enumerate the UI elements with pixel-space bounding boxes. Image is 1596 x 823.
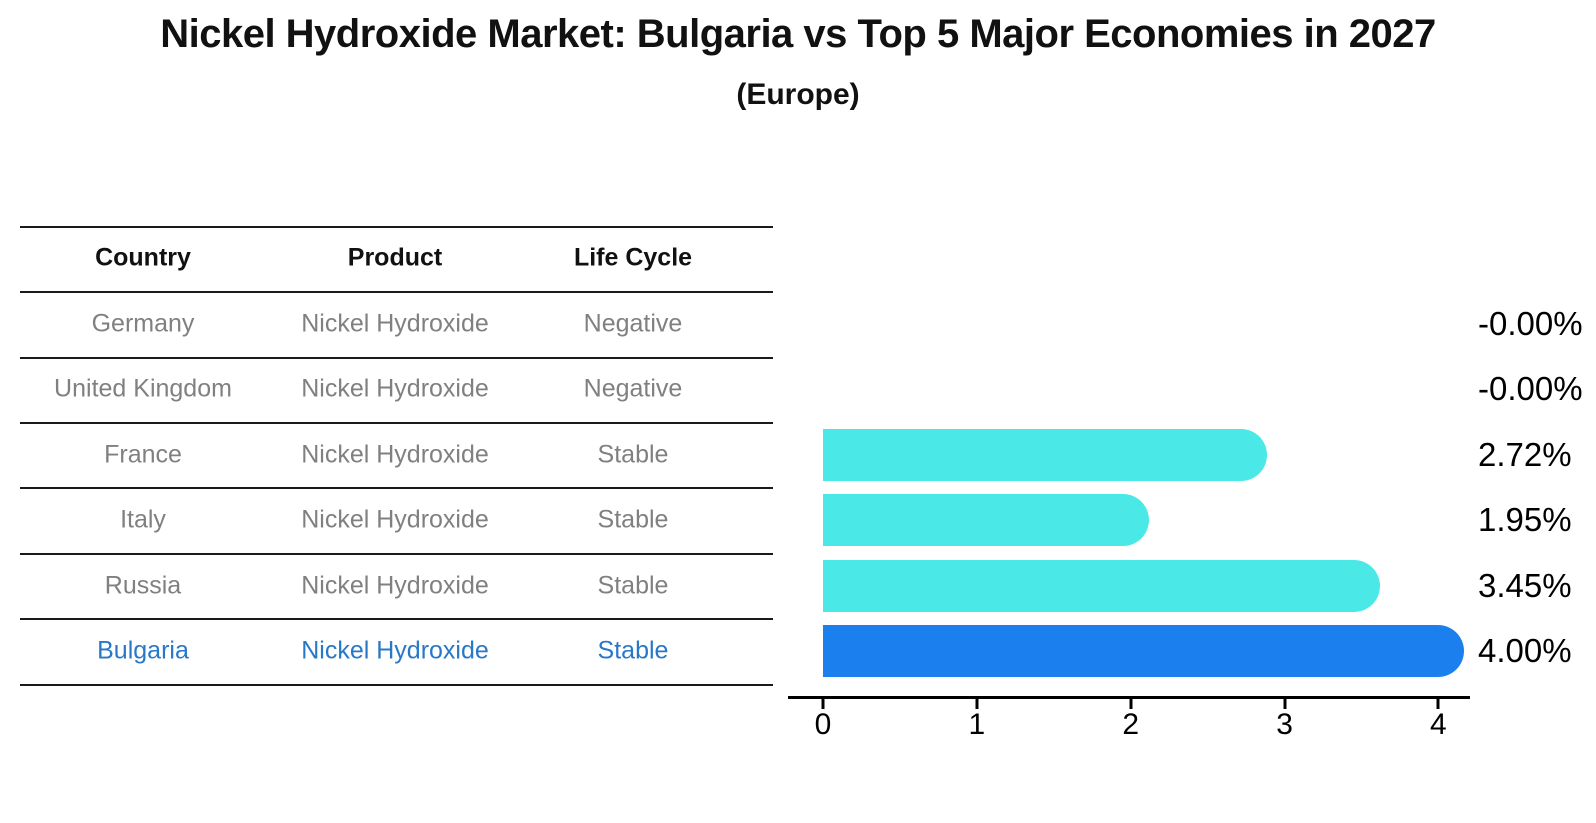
product-cell: Nickel Hydroxide: [301, 636, 489, 665]
table-separator-line: [20, 618, 773, 621]
x-tick-mark: [821, 699, 825, 709]
value-label: -0.00%: [1478, 305, 1583, 342]
value-label: -0.00%: [1478, 370, 1583, 408]
x-tick-label: 3: [1276, 708, 1293, 741]
country-cell: Russia: [104, 571, 182, 600]
x-tick-label: 1: [968, 708, 986, 741]
country-cell: Italy: [120, 505, 166, 534]
country-cell: Bulgaria: [97, 636, 189, 665]
life-cycle-cell: Negative: [583, 309, 683, 338]
life-cycle-cell: Stable: [597, 636, 669, 665]
value-label: 1.95%: [1478, 501, 1572, 539]
bar-highlighted: [823, 625, 1465, 677]
table-header-cell: Product: [347, 243, 443, 272]
value-label: 3.45%: [1478, 566, 1572, 604]
x-tick-mark: [1283, 699, 1287, 709]
life-cycle-cell: Negative: [583, 374, 683, 403]
x-tick-label: 2: [1122, 708, 1140, 741]
table-separator-line: [20, 552, 773, 555]
life-cycle-cell: Stable: [597, 571, 669, 600]
table-separator-line: [20, 487, 773, 490]
chart-title: Nickel Hydroxide Market: Bulgaria vs Top…: [160, 12, 1436, 56]
chart-subtitle: (Europe): [736, 78, 860, 111]
table-separator-line: [20, 356, 773, 359]
value-label: 4.00%: [1478, 632, 1572, 669]
x-tick-mark: [1436, 699, 1440, 709]
table-separator-line: [20, 225, 773, 228]
bar: [823, 559, 1380, 612]
country-cell: France: [104, 440, 182, 469]
table-separator-line: [20, 421, 773, 424]
product-cell: Nickel Hydroxide: [301, 440, 489, 469]
x-tick-label: 0: [814, 708, 832, 741]
product-cell: Nickel Hydroxide: [301, 571, 489, 600]
life-cycle-cell: Stable: [597, 440, 669, 469]
bar: [823, 494, 1149, 547]
table-header-cell: Country: [95, 243, 191, 272]
table-separator-line: [20, 683, 773, 686]
bar: [823, 428, 1268, 481]
table-separator-line: [20, 291, 773, 294]
x-tick-mark: [1129, 699, 1133, 709]
product-cell: Nickel Hydroxide: [301, 309, 489, 338]
table-header-cell: Life Cycle: [573, 243, 693, 272]
product-cell: Nickel Hydroxide: [301, 505, 489, 534]
country-cell: United Kingdom: [54, 374, 232, 403]
country-cell: Germany: [91, 309, 195, 338]
x-tick-mark: [975, 699, 979, 709]
product-cell: Nickel Hydroxide: [301, 374, 489, 403]
life-cycle-cell: Stable: [597, 505, 669, 534]
x-axis-line: [788, 696, 1470, 699]
x-tick-label: 4: [1430, 708, 1447, 741]
value-label: 2.72%: [1478, 435, 1572, 473]
